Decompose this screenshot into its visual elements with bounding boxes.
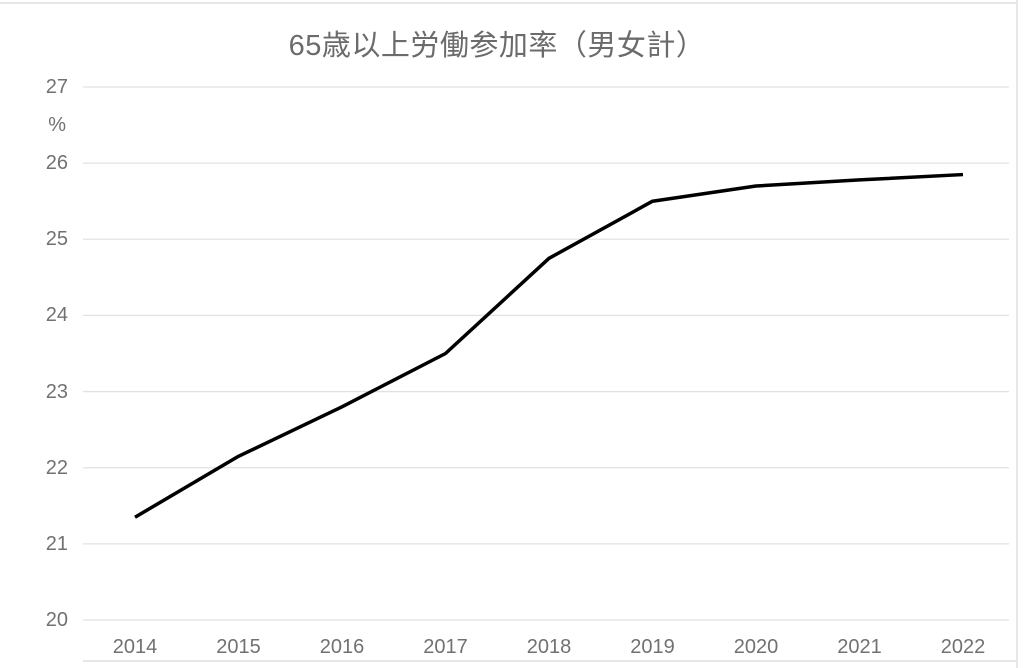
x-axis-tick-label: 2021 bbox=[837, 636, 882, 658]
y-axis-tick-label: 25 bbox=[45, 228, 68, 251]
y-axis-tick-label: 27 bbox=[45, 76, 68, 98]
y-axis-tick-label: 26 bbox=[45, 152, 68, 175]
y-axis-tick-label: 23 bbox=[45, 380, 68, 403]
x-axis-tick-label: 2017 bbox=[423, 636, 468, 658]
x-axis-tick-label: 2022 bbox=[940, 636, 986, 658]
chart-title: 65歳以上労働参加率（男女計） bbox=[288, 30, 706, 62]
y-axis-tick-label: 21 bbox=[45, 532, 68, 555]
x-axis-tick-label: 2014 bbox=[112, 636, 158, 658]
data-series-line bbox=[134, 172, 964, 519]
chart-border-bottom bbox=[83, 660, 1017, 662]
x-axis-tick-label: 2020 bbox=[733, 636, 779, 658]
x-axis-tick-label: 2018 bbox=[526, 636, 572, 658]
y-axis-tick-label: 20 bbox=[45, 609, 68, 631]
chart-border-right bbox=[1016, 0, 1018, 668]
y-axis-unit-label: % bbox=[48, 114, 66, 136]
y-axis-tick-label: 22 bbox=[45, 456, 68, 479]
chart-border-top bbox=[0, 2, 1017, 4]
x-axis-tick-label: 2015 bbox=[216, 636, 261, 658]
x-axis-tick-label: 2016 bbox=[319, 636, 365, 658]
y-axis-tick-label: 24 bbox=[45, 304, 68, 327]
x-axis-tick-label: 2019 bbox=[630, 636, 675, 658]
